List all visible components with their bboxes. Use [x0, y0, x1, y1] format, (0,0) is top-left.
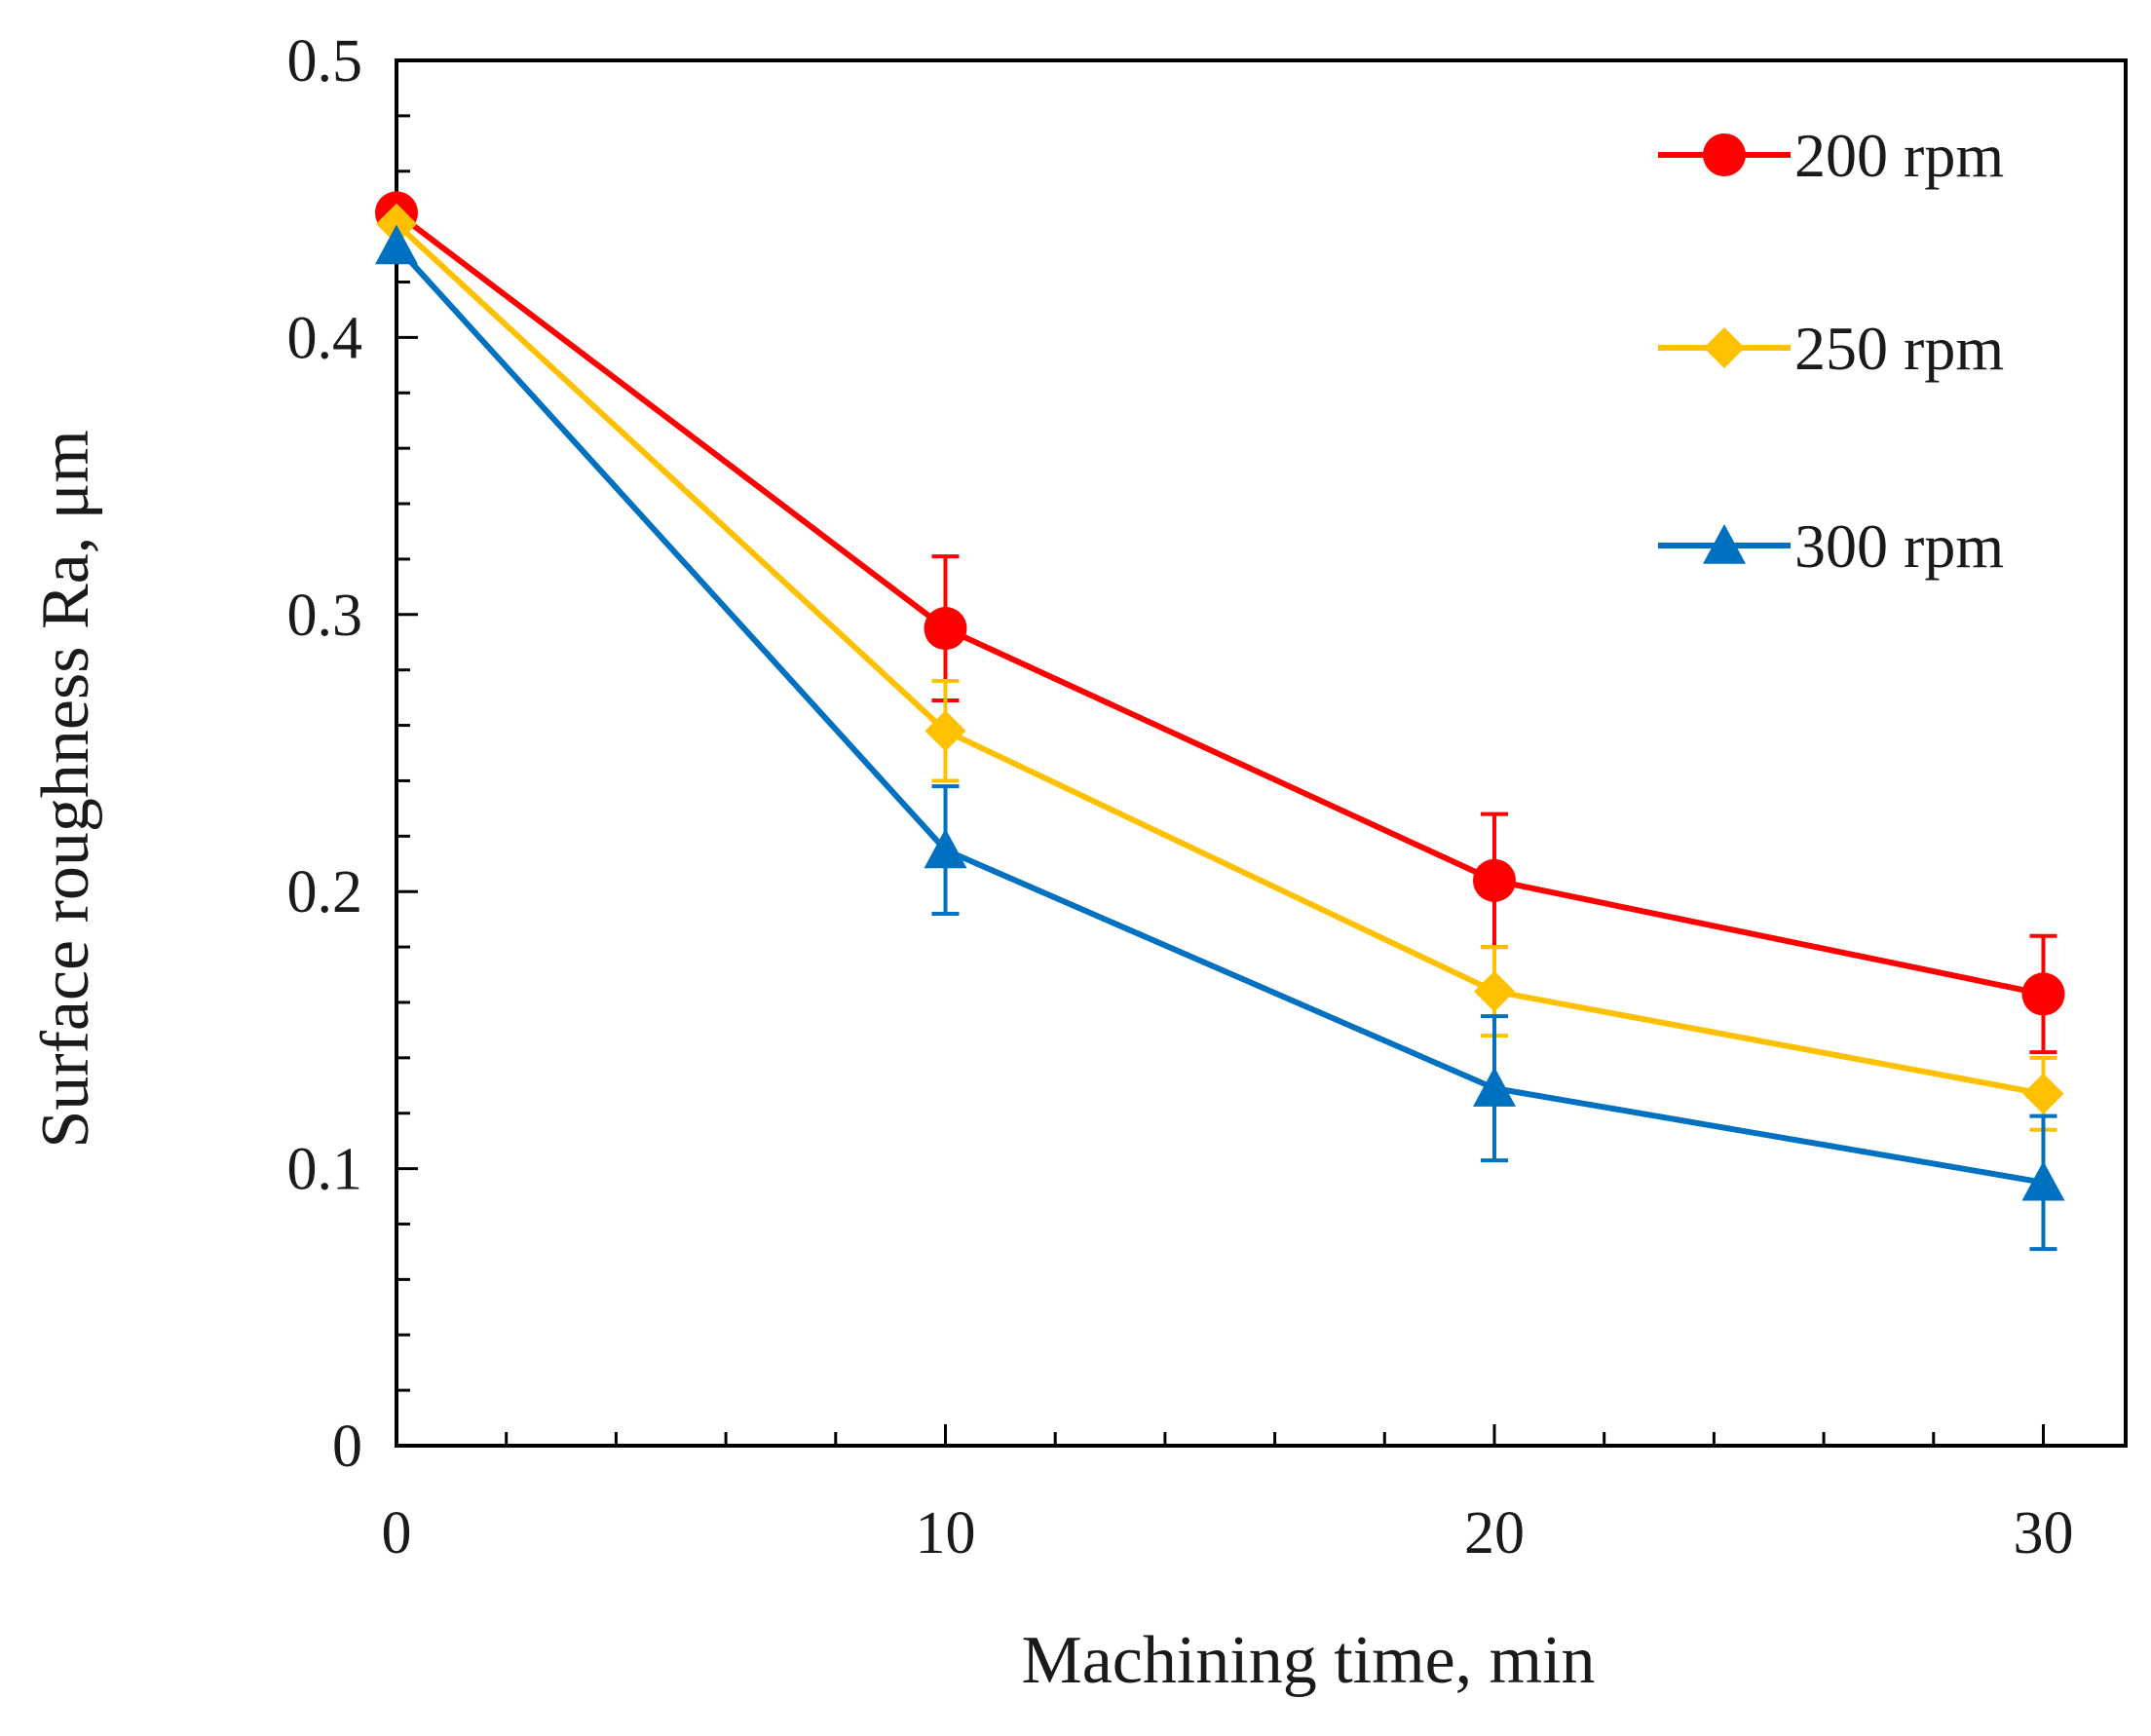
x-tick-label: 10: [915, 1500, 975, 1566]
data-point: [1473, 970, 1515, 1012]
data-point: [1472, 1067, 1516, 1107]
data-point: [924, 828, 967, 869]
axes: 0 0.1 0.2 0.3 0.4 0.5 0 10 20 30: [287, 28, 2128, 1566]
y-tick-label: 0: [332, 1414, 362, 1480]
series-300-rpm: [375, 224, 2065, 1252]
series-line: [395, 210, 2045, 998]
legend-marker: [1703, 524, 1746, 564]
series-line: [394, 244, 2044, 1186]
legend-label: 200 rpm: [1794, 121, 2004, 190]
x-tick-label: 30: [2013, 1500, 2073, 1566]
series-layer: [375, 191, 2065, 1252]
x-axis-title: Machining time, min: [1021, 1623, 1595, 1698]
data-point: [376, 203, 417, 245]
legend-item: 250 rpm: [1658, 314, 2004, 383]
data-point: [2021, 1160, 2065, 1201]
legend-item: 200 rpm: [1658, 121, 2004, 190]
legend-item: 300 rpm: [1658, 511, 2004, 581]
y-tick-label: 0.3: [287, 583, 363, 649]
y-tick-label: 0.4: [287, 305, 363, 371]
series-250-rpm: [376, 203, 2064, 1132]
data-point: [375, 224, 418, 265]
data-point: [924, 607, 967, 651]
legend-marker: [1703, 133, 1746, 176]
plot-frame: [395, 58, 2128, 1448]
legend: 200 rpm 250 rpm 300 rpm: [1658, 121, 2004, 581]
data-point: [2022, 1073, 2064, 1114]
legend-label: 300 rpm: [1794, 511, 2004, 581]
series-line: [394, 221, 2045, 1097]
x-tick-label: 20: [1464, 1500, 1525, 1566]
data-point: [1472, 858, 1516, 902]
y-tick-label: 0.2: [287, 859, 363, 925]
y-axis-title: Surface roughness Ra, μm: [28, 430, 103, 1148]
y-tick-label: 0.5: [287, 28, 363, 94]
data-point: [2021, 972, 2065, 1016]
legend-label: 250 rpm: [1794, 314, 2004, 383]
data-point: [925, 710, 966, 752]
legend-marker: [1704, 327, 1745, 368]
y-tick-label: 0.1: [287, 1137, 363, 1203]
x-tick-label: 0: [382, 1500, 412, 1566]
